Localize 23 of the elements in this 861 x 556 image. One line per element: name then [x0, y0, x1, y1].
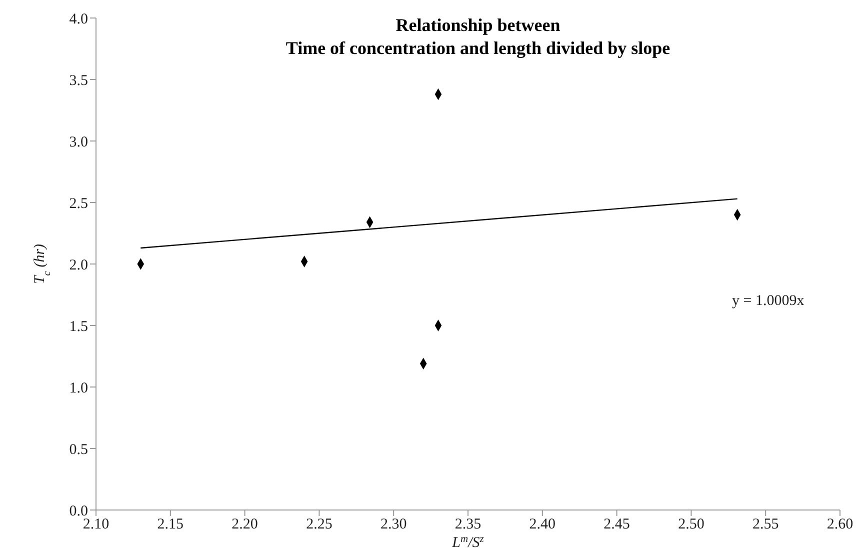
y-tick-label: 0.0 [69, 503, 88, 520]
y-tick-label: 4.0 [69, 11, 88, 28]
y-tick-label: 0.5 [69, 442, 88, 458]
x-tick-label: 2.55 [752, 516, 779, 533]
x-tick-label: 2.25 [306, 516, 332, 533]
x-tick-label: 2.15 [157, 516, 184, 533]
y-tick-label: 3.0 [69, 134, 88, 150]
y-tick-label: 1.5 [69, 318, 88, 335]
y-tick-label: 2.0 [69, 257, 88, 274]
text: Relationship between Time of concentration and length divided by slope [284, 14, 672, 60]
x-tick-label: 2.10 [82, 516, 110, 533]
y-tick-label: 1.0 [69, 380, 88, 396]
x-tick-label: 2.35 [454, 516, 482, 533]
x-tick-label: 2.50 [678, 516, 704, 533]
y-tick-label: 3.5 [69, 72, 88, 89]
annotation: y = 1.0009x [732, 293, 804, 310]
x-tick-label: 2.20 [232, 516, 258, 533]
y-tick-label: 2.5 [69, 196, 88, 212]
x-tick-label: 2.60 [826, 516, 854, 533]
x-tick-label: 2.30 [380, 516, 407, 533]
x-axis-title: L$^{m}$/S$^{z}$ [451, 534, 484, 551]
x-tick-label: 2.40 [529, 516, 556, 533]
x-tick-label: 2.45 [604, 516, 630, 533]
